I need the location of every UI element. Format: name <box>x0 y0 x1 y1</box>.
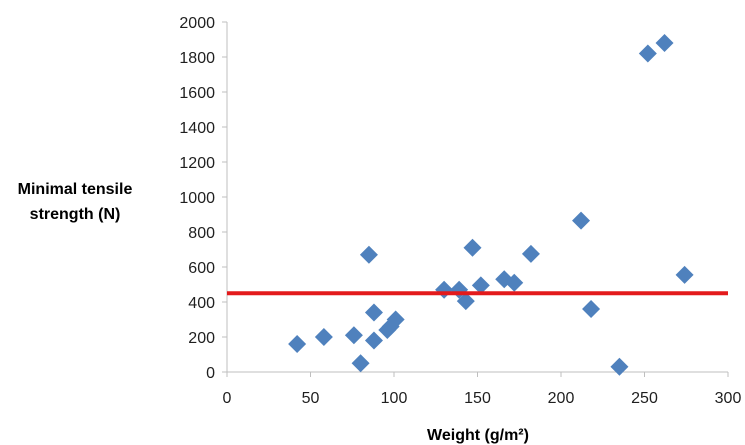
x-axis-ticks: 0 50 100 150 200 250 300 <box>223 372 742 407</box>
y-tick-label: 1000 <box>179 190 215 207</box>
data-point <box>521 244 540 263</box>
x-axis-title: Weight (g/m²) <box>427 427 529 444</box>
y-axis-title-line-1: Minimal tensile <box>18 181 133 198</box>
data-point <box>386 310 405 329</box>
x-tick-label: 200 <box>548 390 575 407</box>
data-point <box>364 331 383 350</box>
data-point <box>456 292 475 311</box>
data-points <box>288 34 694 376</box>
data-point <box>314 328 333 346</box>
data-point <box>359 245 378 264</box>
y-tick-label: 200 <box>188 330 215 347</box>
y-tick-label: 400 <box>188 295 215 312</box>
data-point <box>471 276 490 295</box>
x-tick-label: 50 <box>302 390 320 407</box>
y-tick-label: 800 <box>188 225 215 242</box>
data-point <box>675 265 694 284</box>
data-point <box>344 326 363 345</box>
x-tick-label: 0 <box>223 390 232 407</box>
y-tick-label: 600 <box>188 260 215 277</box>
data-point <box>351 354 370 373</box>
y-tick-label: 0 <box>206 365 215 382</box>
data-point <box>463 238 482 257</box>
x-tick-label: 250 <box>631 390 658 407</box>
y-tick-label: 2000 <box>179 15 215 32</box>
x-tick-label: 150 <box>464 390 491 407</box>
x-tick-label: 300 <box>715 390 742 407</box>
y-tick-label: 1400 <box>179 120 215 137</box>
data-point <box>582 300 601 318</box>
y-axis-title-line-2: strength (N) <box>30 206 121 223</box>
y-tick-label: 1200 <box>179 155 215 172</box>
y-tick-label: 1800 <box>179 50 215 67</box>
data-point <box>572 211 591 230</box>
data-point <box>610 357 629 376</box>
y-tick-label: 1600 <box>179 85 215 102</box>
x-tick-label: 100 <box>381 390 408 407</box>
data-point <box>288 335 307 353</box>
data-point <box>655 34 674 52</box>
data-point <box>364 303 383 322</box>
data-point <box>505 273 524 292</box>
data-point <box>638 44 657 63</box>
y-axis-ticks: 0 200 400 600 800 1000 1200 1400 1600 1800 2000 <box>179 15 227 382</box>
